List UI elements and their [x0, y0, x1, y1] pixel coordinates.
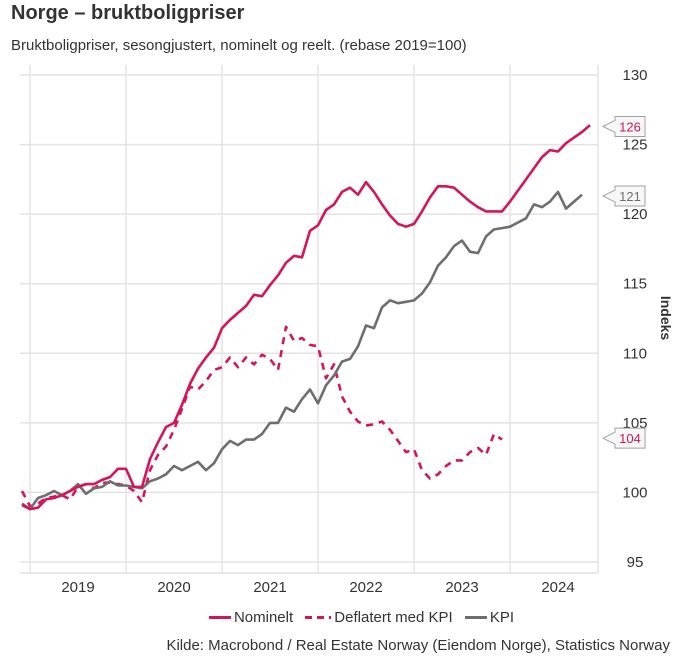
y-axis-ticks: 95 100 105 110 115 120 125 130	[622, 67, 647, 571]
legend-label: Deflatert med KPI	[334, 609, 453, 626]
y-tick-label: 100	[622, 484, 647, 501]
y-tick-label: 105	[622, 415, 647, 432]
x-tick-label: 2020	[157, 579, 190, 596]
series-line-deflatert-med-kpi	[20, 325, 503, 508]
y-tick-label: 125	[622, 137, 647, 154]
end-label-value: 121	[619, 189, 641, 204]
source-note: Kilde: Macrobond / Real Estate Norway (E…	[166, 637, 670, 654]
series-line-nominelt	[21, 124, 591, 511]
y-axis-label: Indeks	[658, 296, 674, 341]
end-label-deflatert-med-kpi: 104	[601, 427, 646, 449]
y-tick-label: 120	[622, 206, 647, 223]
legend-item-deflatert[interactable]: Deflatert med KPI	[305, 609, 453, 626]
legend-item-kpi[interactable]: KPI	[464, 609, 515, 626]
x-tick-label: 2024	[541, 579, 574, 596]
end-label-kpi: 121	[601, 185, 646, 207]
end-label-value: 104	[619, 431, 641, 446]
legend-label: Nominelt	[233, 609, 294, 626]
y-tick-label: 95	[627, 554, 644, 571]
end-label-nominelt: 126	[601, 115, 646, 137]
series-lines	[20, 124, 591, 511]
legend-swatch-solid-grey	[464, 616, 487, 619]
chart-subtitle: Bruktboligpriser, sesongjustert, nominel…	[11, 37, 467, 54]
legend-swatch-solid-red	[208, 616, 231, 619]
end-label-value: 126	[619, 119, 641, 134]
legend-swatch-dashed-red	[305, 616, 332, 619]
legend-label: KPI	[489, 609, 515, 626]
x-axis-ticks: 2019 2020 2021 2022 2023 2024	[61, 579, 574, 596]
x-tick-label: 2022	[349, 579, 382, 596]
y-tick-label: 115	[623, 276, 647, 293]
y-tick-label: 110	[623, 345, 647, 362]
end-labels: 126 104 121	[601, 115, 646, 449]
y-tick-label: 130	[622, 67, 647, 84]
legend: Nominelt Deflatert med KPI KPI	[0, 606, 683, 626]
chart-title: Norge – bruktboligpriser	[11, 2, 245, 24]
legend-item-nominelt[interactable]: Nominelt	[208, 609, 294, 626]
grid-lines	[20, 65, 599, 574]
x-tick-label: 2021	[253, 579, 286, 596]
series-line-kpi	[21, 190, 583, 511]
x-tick-label: 2019	[61, 579, 94, 596]
x-tick-label: 2023	[445, 579, 478, 596]
line-chart: 2019 2020 2021 2022 2023 2024 951001051101151…	[20, 65, 674, 596]
